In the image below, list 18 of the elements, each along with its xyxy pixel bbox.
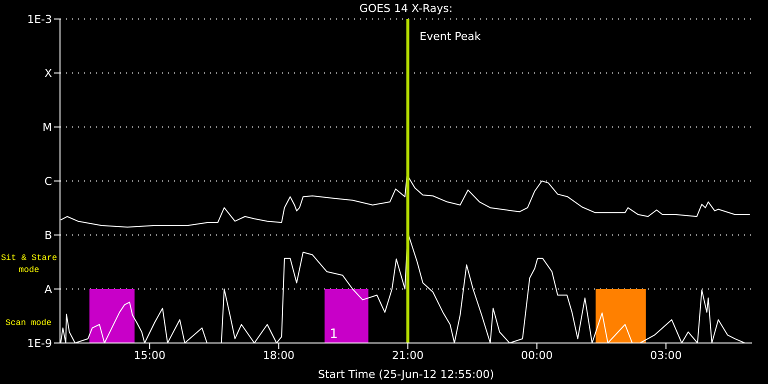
x-tick-label: 18:00 [262, 348, 295, 362]
text: Sit & Stare mode [0, 252, 58, 276]
ref-line-label: Event Peak [420, 30, 482, 43]
y-tick-label: C [44, 174, 52, 188]
chart-title: GOES 14 X-Rays: [358, 2, 454, 15]
text: Scan mode [4, 317, 52, 329]
y-tick-label: X [44, 66, 52, 80]
y-tick-label: M [42, 120, 52, 134]
y-tick-label: A [44, 282, 52, 296]
y-tick-label: 1E-9 [27, 336, 52, 350]
y-tick-label: 1E-3 [27, 12, 52, 26]
band-label: 1 [330, 327, 338, 342]
x-tick-label: 03:00 [650, 348, 682, 362]
x-tick-label: 21:00 [392, 348, 424, 362]
x-tick-label: 00:00 [521, 348, 553, 362]
x-axis-title: Start Time (25-Jun-12 12:55:00) [318, 368, 494, 381]
y-tick-label: B [44, 228, 52, 242]
x-tick-label: 15:00 [134, 348, 166, 362]
